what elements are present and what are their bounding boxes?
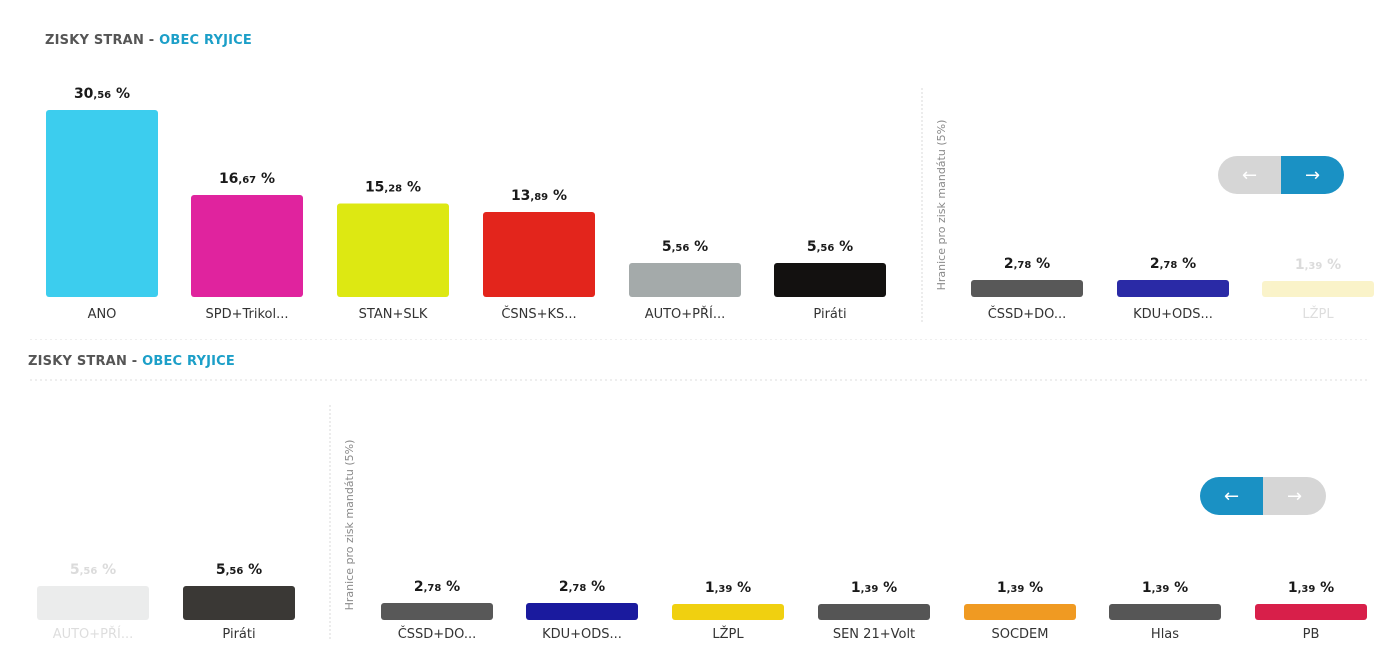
bar-group: 15,28 % STAN+SLK [337, 180, 449, 322]
heading-separator: - [144, 33, 160, 48]
bar [46, 110, 158, 297]
value-label: 2,78 % [1150, 256, 1196, 272]
bar-group: 2,78 % KDU+ODS... [1117, 256, 1229, 322]
category-label: ČSNS+KS... [501, 306, 576, 322]
value-label: 16,67 % [219, 171, 275, 187]
prev-page-button[interactable]: ← [1200, 477, 1263, 515]
heading-prefix: ZISKY STRAN [45, 33, 145, 48]
bar-group: 1,39 % Hlas [1109, 580, 1221, 642]
bar [526, 602, 638, 620]
bar-group: 1,39 % LŽPL [1262, 257, 1374, 322]
bar [1117, 279, 1229, 297]
heading-separator: - [127, 354, 143, 369]
category-label: SOCDEM [991, 627, 1048, 642]
category-label: PB [1303, 627, 1320, 642]
category-label: ANO [88, 307, 117, 322]
arrow-right-icon: → [1304, 164, 1321, 186]
bar-chart: Hranice pro zisk mandátu (5%) 5,56 % AUTO+… [30, 379, 1370, 642]
category-label: KDU+ODS... [542, 627, 622, 642]
heading-municipality: OBEC RYJICE [159, 33, 253, 48]
value-label: 5,56 % [662, 239, 708, 255]
panel-heading: ZISKY STRAN - OBEC RYJICE [45, 33, 252, 48]
bar-group: 1,39 % LŽPL [672, 580, 784, 642]
bar-group: 16,67 % SPD+Trikol... [191, 171, 303, 322]
category-label: SPD+Trikol... [205, 307, 288, 322]
bar-group: 2,78 % ČSSD+DO... [971, 256, 1083, 322]
category-label: ČSSD+DO... [988, 306, 1067, 322]
category-label: Hlas [1151, 627, 1179, 642]
category-label: AUTO+PŘÍ... [53, 626, 134, 642]
party-results-panel-2: ZISKY STRAN - OBEC RYJICE Hranice pro zi… [0, 340, 1391, 655]
heading-municipality: OBEC RYJICE [142, 354, 236, 369]
bar [971, 279, 1083, 297]
bar-group: 1,39 % SEN 21+Volt [818, 580, 930, 642]
next-page-button[interactable]: → [1281, 156, 1344, 194]
category-label: Piráti [813, 307, 846, 322]
category-label: LŽPL [1302, 306, 1334, 322]
bar-group: 5,56 % AUTO+PŘÍ... [37, 562, 149, 642]
value-label: 1,39 % [705, 580, 751, 596]
panel-heading: ZISKY STRAN - OBEC RYJICE [28, 354, 235, 369]
value-label: 5,56 % [70, 562, 116, 578]
value-label: 1,39 % [1142, 580, 1188, 596]
category-label: SEN 21+Volt [833, 627, 915, 642]
bar [381, 602, 493, 620]
bar [37, 585, 149, 620]
value-label: 1,39 % [1295, 257, 1341, 273]
category-label: LŽPL [712, 626, 744, 642]
bar-group: 5,56 % Piráti [774, 239, 886, 322]
category-label: KDU+ODS... [1133, 307, 1213, 322]
prev-page-button[interactable]: ← [1218, 156, 1281, 194]
bar [337, 203, 449, 297]
value-label: 2,78 % [1004, 256, 1050, 272]
bar [183, 585, 295, 620]
value-label: 2,78 % [559, 579, 605, 595]
value-label: 5,56 % [216, 562, 262, 578]
bar [191, 194, 303, 297]
arrow-right-icon: → [1286, 485, 1303, 507]
bar [1262, 281, 1374, 297]
bar [818, 604, 930, 620]
bar-group: 5,56 % Piráti [183, 562, 295, 642]
value-label: 2,78 % [414, 579, 460, 595]
bar [774, 262, 886, 297]
arrow-left-icon: ← [1241, 164, 1258, 186]
value-label: 1,39 % [1288, 580, 1334, 596]
bar [964, 604, 1076, 620]
value-label: 1,39 % [851, 580, 897, 596]
heading-prefix: ZISKY STRAN [28, 354, 128, 369]
bar-group: 30,56 % ANO [46, 86, 158, 322]
category-label: ČSSD+DO... [398, 626, 477, 642]
arrow-left-icon: ← [1223, 485, 1240, 507]
bar-chart: Hranice pro zisk mandátu (5%) 30,56 % ANO 1… [30, 86, 1374, 340]
threshold-label: Hranice pro zisk mandátu (5%) [935, 120, 948, 291]
value-label: 30,56 % [74, 86, 130, 102]
chart-pagination: ← → [1200, 477, 1326, 515]
value-label: 1,39 % [997, 580, 1043, 596]
chart-pagination: ← → [1218, 156, 1344, 194]
value-label: 5,56 % [807, 239, 853, 255]
threshold-label: Hranice pro zisk mandátu (5%) [343, 440, 356, 611]
bar-group: 1,39 % SOCDEM [964, 580, 1076, 642]
bar [672, 604, 784, 620]
bar-group: 1,39 % PB [1255, 580, 1367, 642]
bar [1255, 604, 1367, 620]
bar-group: 2,78 % KDU+ODS... [526, 579, 638, 642]
bar [629, 262, 741, 297]
value-label: 13,89 % [511, 188, 567, 204]
value-label: 15,28 % [365, 180, 421, 196]
category-label: Piráti [222, 627, 255, 642]
party-results-panel-1: ZISKY STRAN - OBEC RYJICE Hranice pro zi… [30, 33, 1374, 340]
bar-group: 13,89 % ČSNS+KS... [483, 188, 595, 322]
next-page-button[interactable]: → [1263, 477, 1326, 515]
category-label: AUTO+PŘÍ... [645, 306, 726, 322]
bar [483, 212, 595, 297]
bar [1109, 604, 1221, 620]
category-label: STAN+SLK [359, 307, 428, 322]
bar-group: 5,56 % AUTO+PŘÍ... [629, 239, 741, 322]
bar-group: 2,78 % ČSSD+DO... [381, 579, 493, 642]
